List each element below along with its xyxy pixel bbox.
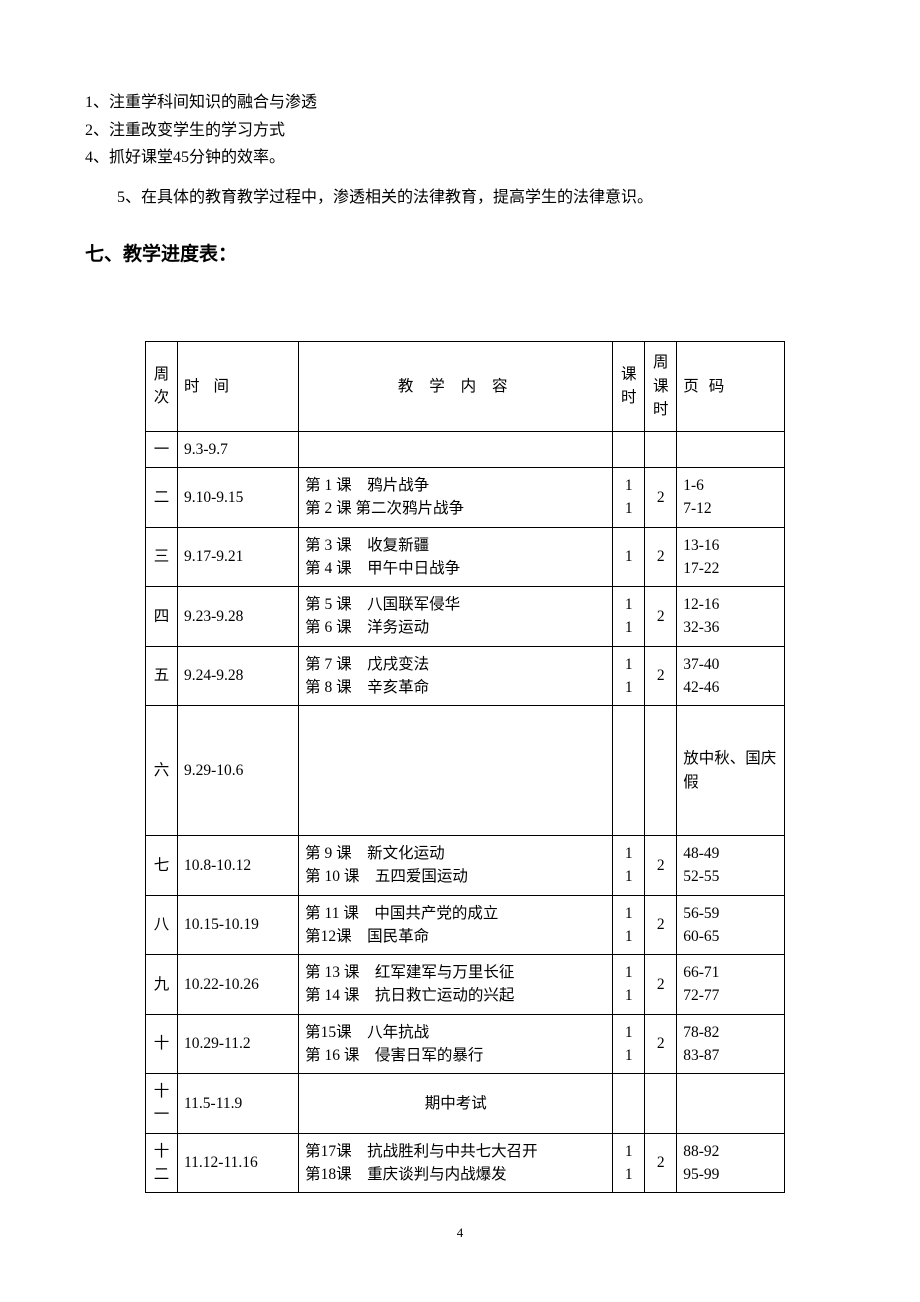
cell-pages: 12-16 32-36 (677, 587, 785, 647)
cell-hours (613, 1074, 645, 1134)
cell-week: 十二 (146, 1133, 178, 1193)
cell-pages: 66-71 72-77 (677, 955, 785, 1015)
cell-pages: 放中秋、国庆假 (677, 706, 785, 836)
cell-content: 第 3 课 收复新疆 第 4 课 甲午中日战争 (299, 527, 613, 587)
cell-time: 9.17-9.21 (177, 527, 298, 587)
cell-content: 第 1 课 鸦片战争 第 2 课 第二次鸦片战争 (299, 468, 613, 528)
cell-pages (677, 431, 785, 467)
cell-week-hours (645, 1074, 677, 1134)
cell-pages: 48-49 52-55 (677, 836, 785, 896)
cell-time: 9.24-9.28 (177, 646, 298, 706)
cell-time: 10.22-10.26 (177, 955, 298, 1015)
cell-time: 9.10-9.15 (177, 468, 298, 528)
cell-week-hours: 2 (645, 1133, 677, 1193)
cell-content (299, 431, 613, 467)
cell-week-hours (645, 431, 677, 467)
cell-content (299, 706, 613, 836)
cell-week-hours (645, 706, 677, 836)
schedule-table: 周次 时间 教 学 内 容 课时 周课时 页码 一9.3-9.7二9.10-9.… (145, 341, 785, 1193)
cell-week-hours: 2 (645, 1014, 677, 1074)
cell-week-hours: 2 (645, 836, 677, 896)
header-hours: 课时 (613, 341, 645, 431)
cell-hours: 1 1 (613, 836, 645, 896)
intro-item-1: 1、注重学科间知识的融合与渗透 (85, 90, 835, 116)
header-time: 时间 (177, 341, 298, 431)
table-row: 九10.22-10.26第 13 课 红军建军与万里长征 第 14 课 抗日救亡… (146, 955, 785, 1015)
header-content: 教 学 内 容 (299, 341, 613, 431)
cell-week: 九 (146, 955, 178, 1015)
cell-time: 11.12-11.16 (177, 1133, 298, 1193)
cell-content: 第17课 抗战胜利与中共七大召开 第18课 重庆谈判与内战爆发 (299, 1133, 613, 1193)
cell-pages: 56-59 60-65 (677, 895, 785, 955)
table-row: 二9.10-9.15第 1 课 鸦片战争 第 2 课 第二次鸦片战争1 121-… (146, 468, 785, 528)
cell-week-hours: 2 (645, 527, 677, 587)
cell-pages: 1-6 7-12 (677, 468, 785, 528)
table-row: 六9.29-10.6 放中秋、国庆假 (146, 706, 785, 836)
cell-content: 第 9 课 新文化运动 第 10 课 五四爱国运动 (299, 836, 613, 896)
cell-hours (613, 706, 645, 836)
intro-item-3: 4、抓好课堂45分钟的效率。 (85, 145, 835, 171)
header-pages: 页码 (677, 341, 785, 431)
cell-hours: 1 1 (613, 587, 645, 647)
cell-time: 9.29-10.6 (177, 706, 298, 836)
cell-pages: 37-40 42-46 (677, 646, 785, 706)
cell-hours: 1 1 (613, 1133, 645, 1193)
cell-pages (677, 1074, 785, 1134)
cell-content: 第 5 课 八国联军侵华 第 6 课 洋务运动 (299, 587, 613, 647)
cell-pages: 13-16 17-22 (677, 527, 785, 587)
cell-week-hours: 2 (645, 468, 677, 528)
cell-pages: 78-82 83-87 (677, 1014, 785, 1074)
cell-week: 十 (146, 1014, 178, 1074)
cell-content: 第 7 课 戊戌变法 第 8 课 辛亥革命 (299, 646, 613, 706)
table-row: 八10.15-10.19第 11 课 中国共产党的成立 第12课 国民革命1 1… (146, 895, 785, 955)
cell-time: 10.29-11.2 (177, 1014, 298, 1074)
table-row: 三9.17-9.21第 3 课 收复新疆 第 4 课 甲午中日战争1213-16… (146, 527, 785, 587)
cell-content: 第 11 课 中国共产党的成立 第12课 国民革命 (299, 895, 613, 955)
intro-list: 1、注重学科间知识的融合与渗透 2、注重改变学生的学习方式 4、抓好课堂45分钟… (85, 90, 835, 210)
table-row: 十二11.12-11.16第17课 抗战胜利与中共七大召开 第18课 重庆谈判与… (146, 1133, 785, 1193)
cell-time: 11.5-11.9 (177, 1074, 298, 1134)
section-heading: 七、教学进度表： (85, 240, 835, 270)
table-header-row: 周次 时间 教 学 内 容 课时 周课时 页码 (146, 341, 785, 431)
cell-time: 10.15-10.19 (177, 895, 298, 955)
cell-hours: 1 1 (613, 646, 645, 706)
cell-week: 七 (146, 836, 178, 896)
cell-week: 八 (146, 895, 178, 955)
table-row: 五9.24-9.28第 7 课 戊戌变法 第 8 课 辛亥革命1 1237-40… (146, 646, 785, 706)
intro-item-2: 2、注重改变学生的学习方式 (85, 118, 835, 144)
cell-hours: 1 1 (613, 1014, 645, 1074)
cell-hours: 1 1 (613, 895, 645, 955)
cell-week-hours: 2 (645, 955, 677, 1015)
page-number: 4 (85, 1223, 835, 1244)
cell-content: 第15课 八年抗战 第 16 课 侵害日军的暴行 (299, 1014, 613, 1074)
table-row: 一9.3-9.7 (146, 431, 785, 467)
intro-item-4: 5、在具体的教育教学过程中，渗透相关的法律教育，提高学生的法律意识。 (117, 185, 835, 211)
cell-week: 二 (146, 468, 178, 528)
cell-hours: 1 1 (613, 468, 645, 528)
cell-time: 10.8-10.12 (177, 836, 298, 896)
cell-hours (613, 431, 645, 467)
cell-week-hours: 2 (645, 646, 677, 706)
cell-week: 四 (146, 587, 178, 647)
table-row: 七10.8-10.12第 9 课 新文化运动 第 10 课 五四爱国运动1 12… (146, 836, 785, 896)
cell-week: 五 (146, 646, 178, 706)
table-row: 十10.29-11.2第15课 八年抗战 第 16 课 侵害日军的暴行1 127… (146, 1014, 785, 1074)
cell-week: 六 (146, 706, 178, 836)
cell-content: 第 13 课 红军建军与万里长征 第 14 课 抗日救亡运动的兴起 (299, 955, 613, 1015)
cell-week-hours: 2 (645, 587, 677, 647)
cell-time: 9.3-9.7 (177, 431, 298, 467)
cell-week: 十一 (146, 1074, 178, 1134)
header-week-hours: 周课时 (645, 341, 677, 431)
table-row: 四9.23-9.28第 5 课 八国联军侵华 第 6 课 洋务运动1 1212-… (146, 587, 785, 647)
cell-time: 9.23-9.28 (177, 587, 298, 647)
cell-week-hours: 2 (645, 895, 677, 955)
cell-week: 一 (146, 431, 178, 467)
cell-hours: 1 1 (613, 955, 645, 1015)
cell-week: 三 (146, 527, 178, 587)
header-week: 周次 (146, 341, 178, 431)
cell-content: 期中考试 (299, 1074, 613, 1134)
table-row: 十一11.5-11.9期中考试 (146, 1074, 785, 1134)
cell-pages: 88-92 95-99 (677, 1133, 785, 1193)
cell-hours: 1 (613, 527, 645, 587)
